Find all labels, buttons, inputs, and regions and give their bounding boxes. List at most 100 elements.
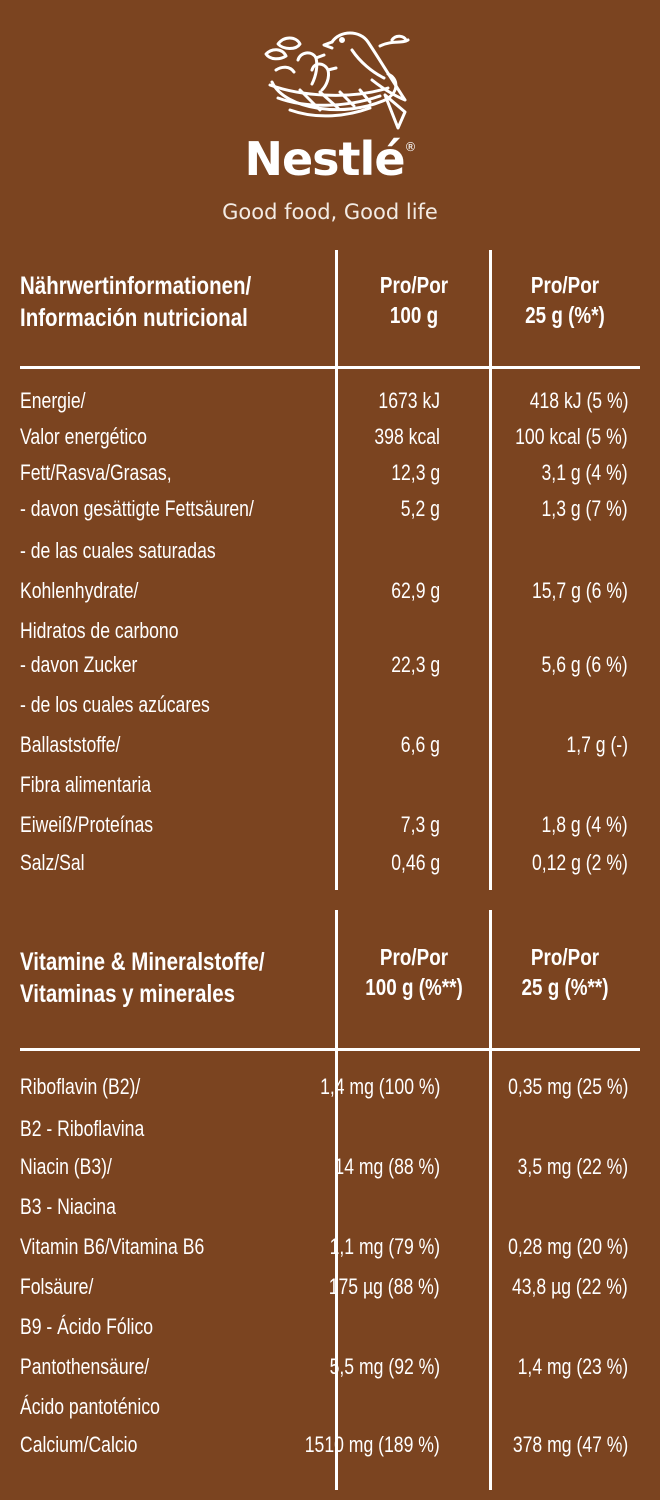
nutrition-cell-label: Valor energético	[20, 424, 147, 449]
vitamins-row: Vitamin B6/Vitamina B6 1,1 mg (79 %) 0,28 …	[0, 1232, 660, 1270]
vitamins-cell-v25: 378 mg (47 %)	[512, 1432, 628, 1457]
nutrition-cell-v100: 6,6 g	[400, 732, 440, 757]
nutrition-cell-label: Fibra alimentaria	[20, 772, 152, 797]
vitamins-cell-v25: 0,28 mg (20 %)	[507, 1234, 628, 1259]
vitamins-row: Folsäure/175 µg (88 %) 43,8 µg (22 %)	[0, 1272, 660, 1310]
nutrition-row: - de los cuales azúcares	[0, 690, 660, 728]
vitamins-title-line1: Vitamine & Mineralstoffe/	[20, 948, 265, 976]
nutrition-cell-label: Eiweiß/Proteínas	[20, 812, 154, 837]
vitamins-cell-v25: 43,8 µg (22 %)	[512, 1274, 628, 1299]
vitamins-row: B9 - Ácido Fólico	[0, 1312, 660, 1350]
vitamins-cell-v100: 14 mg (88 %)	[334, 1154, 440, 1179]
nutrition-row: Fett/Rasva/Grasas, 12,3 g 3,1 g (4 %)	[0, 458, 660, 496]
vitamins-col2-line1: Pro/Por	[530, 944, 600, 970]
vitamins-cell-label: Ácido pantoténico	[20, 1394, 160, 1419]
nutrition-cell-v25: 100 kcal (5 %)	[515, 424, 629, 449]
nutrition-col-per-100g: Pro/Por 100 g	[356, 270, 472, 330]
vitamins-cell-v25: 1,4 mg (23 %)	[517, 1354, 628, 1379]
nutrition-cell-v25: 0,12 g (2 %)	[532, 850, 628, 875]
nutrition-title-line2: Información nutricional	[20, 304, 248, 332]
nutrition-cell-v25: 1,8 g (4 %)	[541, 812, 628, 837]
nutrition-cell-label: - davon Zucker	[20, 652, 138, 677]
vitamins-row: B3 - Niacina	[0, 1192, 660, 1230]
vitamins-cell-label: Niacin (B3)/	[20, 1154, 112, 1179]
nutrition-cell-label: Hidratos de carbono	[20, 618, 179, 643]
nutrition-cell-v25: 3,1 g (4 %)	[541, 460, 628, 485]
vitamins-col-divider-1	[335, 910, 338, 1490]
nutrition-col1-line2: 100 g	[389, 302, 439, 328]
vitamins-cell-label: Riboflavin (B2)/	[20, 1074, 141, 1099]
nutrition-cell-label: Fett/Rasva/Grasas,	[20, 460, 172, 485]
nutrition-cell-v100: 398 kcal	[374, 424, 440, 449]
nutrition-row: - davon Zucker 22,3 g 5,6 g (6 %)	[0, 650, 660, 688]
registered-mark: ®	[404, 140, 417, 154]
vitamins-col-divider-2	[489, 910, 492, 1490]
nutrition-col2-line1: Pro/Por	[530, 272, 600, 298]
vitamins-title-line2: Vitaminas y minerales	[20, 980, 235, 1008]
nutrition-cell-v100: 12,3 g	[391, 460, 440, 485]
nutrition-row: - de las cuales saturadas	[0, 536, 660, 574]
nutrition-row: Ballaststoffe/6,6 g 1,7 g (-)	[0, 730, 660, 768]
nutrition-col-divider-1	[335, 250, 338, 890]
brand-name: Nestlé®	[0, 132, 660, 186]
brand-header: Nestlé® Good food, Good life	[0, 0, 660, 224]
vitamins-row: Calcium/Calcio 1510 mg (189 %) 378 mg (47 …	[0, 1430, 660, 1468]
nutrition-title: Nährwertinformationen/ Información nutri…	[20, 270, 251, 334]
nutrition-cell-v100: 1673 kJ	[378, 388, 440, 413]
nutrition-cell-label: - de los cuales azúcares	[20, 692, 210, 717]
vitamins-row: B2 - Riboflavina	[0, 1114, 660, 1152]
vitamins-cell-v100: 175 µg (88 %)	[329, 1274, 440, 1299]
brand-name-text: Nestlé	[244, 132, 405, 186]
vitamins-header-divider	[20, 1048, 640, 1051]
nutrition-row: Salz/Sal 0,46 g 0,12 g (2 %)	[0, 848, 660, 886]
nutrition-col-per-25g: Pro/Por 25 g (%*)	[508, 270, 623, 330]
nutrition-row: Energie/1673 kJ 418 kJ (5 %)	[0, 386, 660, 424]
vitamins-col-per-100g: Pro/Por 100 g (%**)	[356, 942, 472, 1002]
vitamins-cell-label: Calcium/Calcio	[20, 1432, 138, 1457]
bird-nest-logo-icon	[264, 31, 410, 130]
nutrition-cell-v100: 22,3 g	[391, 652, 440, 677]
vitamins-cell-label: B3 - Niacina	[20, 1194, 116, 1219]
nutrition-row: Kohlenhydrate/62,9 g 15,7 g (6 %)	[0, 576, 660, 614]
vitamins-title: Vitamine & Mineralstoffe/ Vitaminas y mi…	[20, 946, 265, 1010]
nutrition-row: Fibra alimentaria	[0, 770, 660, 808]
nutrition-cell-v25: 15,7 g (6 %)	[532, 578, 628, 603]
nutrition-cell-v100: 7,3 g	[400, 812, 440, 837]
vitamins-cell-label: Vitamin B6/Vitamina B6	[20, 1234, 205, 1259]
nutrition-cell-v100: 62,9 g	[391, 578, 440, 603]
vitamins-cell-label: B9 - Ácido Fólico	[20, 1314, 154, 1339]
brand-tagline: Good food, Good life	[222, 200, 438, 224]
nutrition-title-line1: Nährwertinformationen/	[20, 272, 252, 300]
nutrition-cell-v25: 1,7 g (-)	[566, 732, 628, 757]
nutrition-cell-label: - davon gesättigte Fettsäuren/	[20, 496, 254, 521]
nutrition-cell-v100: 5,2 g	[400, 496, 440, 521]
vitamins-row: Pantothensäure/5,5 mg (92 %) 1,4 mg (23 %…	[0, 1352, 660, 1390]
vitamins-row: Niacin (B3)/ 14 mg (88 %) 3,5 mg (22 %)	[0, 1152, 660, 1190]
vitamins-cell-v25: 0,35 mg (25 %)	[507, 1074, 628, 1099]
nutrition-cell-label: Salz/Sal	[20, 850, 85, 875]
nutrition-col-divider-2	[489, 250, 492, 890]
nutrition-cell-label: Kohlenhydrate/	[20, 578, 139, 603]
vitamins-col-per-25g: Pro/Por 25 g (%**)	[508, 942, 623, 1002]
vitamins-cell-v100: 5,5 mg (92 %)	[329, 1354, 440, 1379]
nutrition-header-divider	[20, 366, 640, 369]
vitamins-cell-label: Folsäure/	[20, 1274, 94, 1299]
vitamins-cell-label: B2 - Riboflavina	[20, 1116, 145, 1141]
nutrition-cell-v100: 0,46 g	[391, 850, 440, 875]
nutrition-col1-line1: Pro/Por	[379, 272, 449, 298]
nutrition-cell-label: - de las cuales saturadas	[20, 538, 216, 563]
vitamins-cell-v100: 1,1 mg (79 %)	[329, 1234, 440, 1259]
nutrition-row: Valor energético 398 kcal 100 kcal (5 %)	[0, 422, 660, 460]
vitamins-col1-line2: 100 g (%**)	[365, 974, 463, 1000]
vitamins-col2-line2: 25 g (%**)	[521, 974, 609, 1000]
vitamins-cell-v25: 3,5 mg (22 %)	[517, 1154, 628, 1179]
vitamins-cell-v100: 1510 mg (189 %)	[304, 1432, 440, 1457]
vitamins-col1-line1: Pro/Por	[379, 944, 449, 970]
vitamins-row: Ácido pantoténico	[0, 1392, 660, 1430]
nutrition-cell-label: Energie/	[20, 388, 86, 413]
nutrition-cell-v25: 1,3 g (7 %)	[541, 496, 628, 521]
nutrition-row: Hidratos de carbono	[0, 616, 660, 654]
nutrition-cell-v25: 418 kJ (5 %)	[529, 388, 628, 413]
nutrition-col2-line2: 25 g (%*)	[525, 302, 605, 328]
nutrition-cell-label: Ballaststoffe/	[20, 732, 121, 757]
